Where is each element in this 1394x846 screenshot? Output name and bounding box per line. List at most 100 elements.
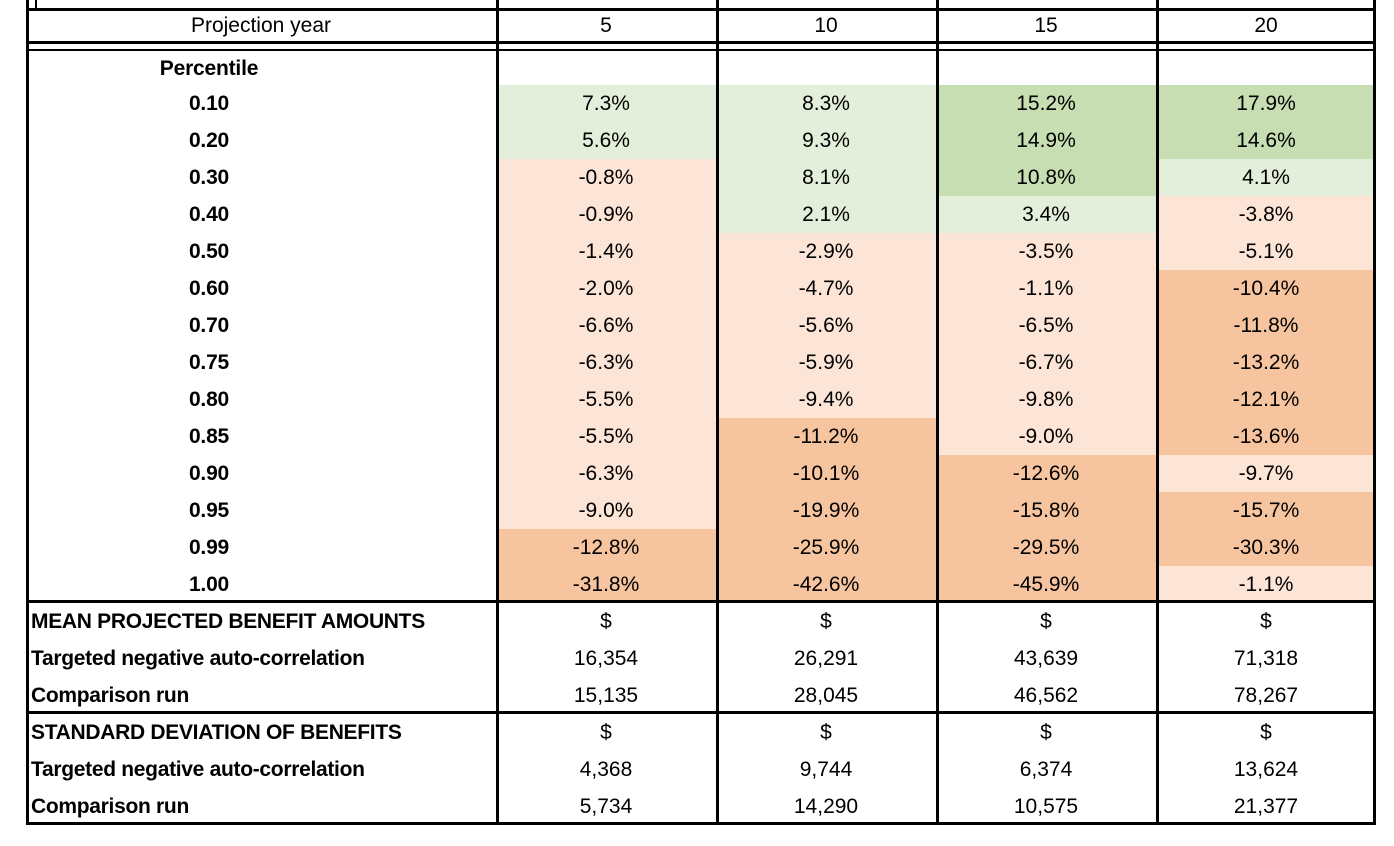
summary-section-title[interactable]: MEAN PROJECTED BENEFIT AMOUNTS [31, 610, 425, 633]
summary-row-label[interactable]: Targeted negative auto-correlation [31, 647, 365, 670]
summary-value-cell[interactable]: 78,267 [1233, 684, 1299, 707]
percentile-cell[interactable]: 0.60 [188, 277, 230, 300]
empty-cell[interactable] [1156, 52, 1376, 85]
value-cell[interactable]: 4.1% [1156, 159, 1376, 196]
value-cell[interactable]: -29.5% [936, 529, 1156, 566]
value-cell[interactable]: 8.1% [716, 159, 936, 196]
value-cell[interactable]: -12.1% [1156, 381, 1376, 418]
value-cell[interactable]: -42.6% [716, 566, 936, 603]
value-cell[interactable]: -13.6% [1156, 418, 1376, 455]
value-cell[interactable]: -5.9% [716, 344, 936, 381]
value-cell[interactable]: -11.2% [716, 418, 936, 455]
summary-value-cell[interactable]: 5,734 [579, 795, 633, 818]
value-cell[interactable]: -2.0% [496, 270, 716, 307]
value-cell[interactable]: -0.9% [496, 196, 716, 233]
value-cell[interactable]: -4.7% [716, 270, 936, 307]
summary-row-label[interactable]: Comparison run [31, 684, 189, 707]
value-cell[interactable]: -45.9% [936, 566, 1156, 603]
value-cell[interactable]: 14.9% [936, 122, 1156, 159]
percentile-cell[interactable]: 0.10 [188, 92, 230, 115]
value-cell[interactable]: -25.9% [716, 529, 936, 566]
summary-value-cell[interactable]: 6,374 [1019, 758, 1073, 781]
summary-value-cell[interactable]: 28,045 [793, 684, 859, 707]
currency-unit-cell[interactable]: $ [820, 610, 832, 633]
value-cell[interactable]: -9.8% [936, 381, 1156, 418]
currency-unit-cell[interactable]: $ [600, 610, 612, 633]
percentile-cell[interactable]: 0.95 [188, 499, 230, 522]
percentile-cell[interactable]: 0.30 [188, 166, 230, 189]
percentile-section-label[interactable]: Percentile [159, 57, 259, 80]
value-cell[interactable]: -5.1% [1156, 233, 1376, 270]
value-cell[interactable]: -5.6% [716, 307, 936, 344]
empty-cell[interactable] [496, 52, 716, 85]
value-cell[interactable]: -15.7% [1156, 492, 1376, 529]
value-cell[interactable]: -1.1% [1156, 566, 1376, 603]
percentile-cell[interactable]: 0.99 [188, 536, 230, 559]
value-cell[interactable]: 9.3% [716, 122, 936, 159]
value-cell[interactable]: -9.7% [1156, 455, 1376, 492]
value-cell[interactable]: -10.1% [716, 455, 936, 492]
currency-unit-cell[interactable]: $ [820, 721, 832, 744]
currency-unit-cell[interactable]: $ [1040, 610, 1052, 633]
value-cell[interactable]: -31.8% [496, 566, 716, 603]
value-cell[interactable]: 8.3% [716, 85, 936, 122]
value-cell[interactable]: -11.8% [1156, 307, 1376, 344]
value-cell[interactable]: -10.4% [1156, 270, 1376, 307]
value-cell[interactable]: -0.8% [496, 159, 716, 196]
summary-value-cell[interactable]: 9,744 [799, 758, 853, 781]
value-cell[interactable]: -19.9% [716, 492, 936, 529]
value-cell[interactable]: -6.3% [496, 344, 716, 381]
value-cell[interactable]: -3.5% [936, 233, 1156, 270]
percentile-cell[interactable]: 0.85 [188, 425, 230, 448]
summary-value-cell[interactable]: 10,575 [1013, 795, 1079, 818]
value-cell[interactable]: -9.0% [936, 418, 1156, 455]
value-cell[interactable]: 7.3% [496, 85, 716, 122]
empty-cell[interactable] [936, 52, 1156, 85]
summary-value-cell[interactable]: 4,368 [579, 758, 633, 781]
summary-value-cell[interactable]: 46,562 [1013, 684, 1079, 707]
value-cell[interactable]: -2.9% [716, 233, 936, 270]
value-cell[interactable]: -3.8% [1156, 196, 1376, 233]
value-cell[interactable]: -12.8% [496, 529, 716, 566]
currency-unit-cell[interactable]: $ [600, 721, 612, 744]
value-cell[interactable]: -5.5% [496, 418, 716, 455]
percentile-cell[interactable]: 0.80 [188, 388, 230, 411]
percentile-cell[interactable]: 0.20 [188, 129, 230, 152]
summary-row-label[interactable]: Targeted negative auto-correlation [31, 758, 365, 781]
value-cell[interactable]: 17.9% [1156, 85, 1376, 122]
header-projection-year-cell[interactable]: Projection year [190, 14, 332, 37]
value-cell[interactable]: -15.8% [936, 492, 1156, 529]
value-cell[interactable]: -9.0% [496, 492, 716, 529]
percentile-cell[interactable]: 0.90 [188, 462, 230, 485]
value-cell[interactable]: 15.2% [936, 85, 1156, 122]
summary-value-cell[interactable]: 15,135 [573, 684, 639, 707]
currency-unit-cell[interactable]: $ [1260, 721, 1272, 744]
value-cell[interactable]: 5.6% [496, 122, 716, 159]
currency-unit-cell[interactable]: $ [1260, 610, 1272, 633]
summary-value-cell[interactable]: 13,624 [1233, 758, 1299, 781]
value-cell[interactable]: -13.2% [1156, 344, 1376, 381]
value-cell[interactable]: -1.4% [496, 233, 716, 270]
value-cell[interactable]: 10.8% [936, 159, 1156, 196]
header-year-cell[interactable]: 5 [600, 14, 612, 37]
value-cell[interactable]: -1.1% [936, 270, 1156, 307]
value-cell[interactable]: -6.6% [496, 307, 716, 344]
summary-value-cell[interactable]: 14,290 [793, 795, 859, 818]
value-cell[interactable]: 14.6% [1156, 122, 1376, 159]
summary-row-label[interactable]: Comparison run [31, 795, 189, 818]
value-cell[interactable]: -30.3% [1156, 529, 1376, 566]
summary-value-cell[interactable]: 16,354 [573, 647, 639, 670]
header-year-cell[interactable]: 10 [814, 14, 838, 37]
summary-section-title[interactable]: STANDARD DEVIATION OF BENEFITS [31, 721, 402, 744]
value-cell[interactable]: 3.4% [936, 196, 1156, 233]
percentile-cell[interactable]: 0.70 [188, 314, 230, 337]
percentile-cell[interactable]: 1.00 [188, 573, 230, 596]
summary-value-cell[interactable]: 43,639 [1013, 647, 1079, 670]
header-year-cell[interactable]: 15 [1034, 14, 1058, 37]
percentile-cell[interactable]: 0.40 [188, 203, 230, 226]
value-cell[interactable]: 2.1% [716, 196, 936, 233]
percentile-cell[interactable]: 0.75 [188, 351, 230, 374]
summary-value-cell[interactable]: 26,291 [793, 647, 859, 670]
value-cell[interactable]: -6.5% [936, 307, 1156, 344]
value-cell[interactable]: -6.7% [936, 344, 1156, 381]
